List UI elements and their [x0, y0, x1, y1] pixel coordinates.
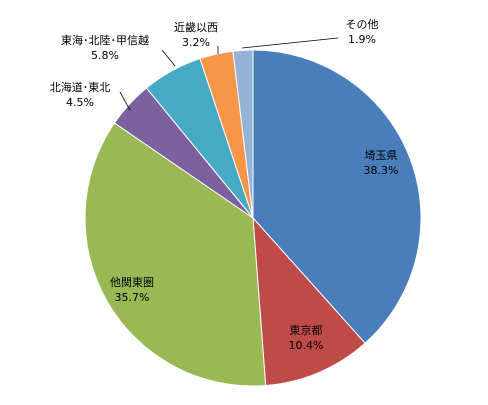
slice-value-label: 3.2%	[182, 36, 210, 49]
pie-slice	[252, 216, 366, 387]
slice-value-label: 38.3%	[364, 164, 399, 177]
slice-label: 北海道･東北	[50, 80, 111, 94]
slice-value-label: 1.9%	[348, 33, 376, 46]
slice-value-label: 10.4%	[289, 339, 324, 352]
slice-value-label: 4.5%	[66, 96, 94, 109]
slice-value-label: 5.8%	[91, 49, 119, 62]
pie-slice	[252, 49, 422, 344]
pie-slice	[232, 49, 254, 219]
slice-label: その他	[346, 18, 379, 31]
slice-label: 埼玉県	[365, 148, 398, 162]
slice-label: 東海･北陸･甲信越	[61, 33, 149, 47]
leader-line	[161, 49, 176, 67]
slice-label: 東京都	[290, 323, 323, 337]
leader-line	[241, 37, 339, 49]
slice-value-label: 35.7%	[115, 291, 150, 304]
slice-label: 近畿以西	[174, 20, 218, 34]
slice-label: 他関東圏	[110, 276, 154, 289]
pie-slice	[84, 122, 267, 387]
leader-line	[119, 91, 131, 111]
